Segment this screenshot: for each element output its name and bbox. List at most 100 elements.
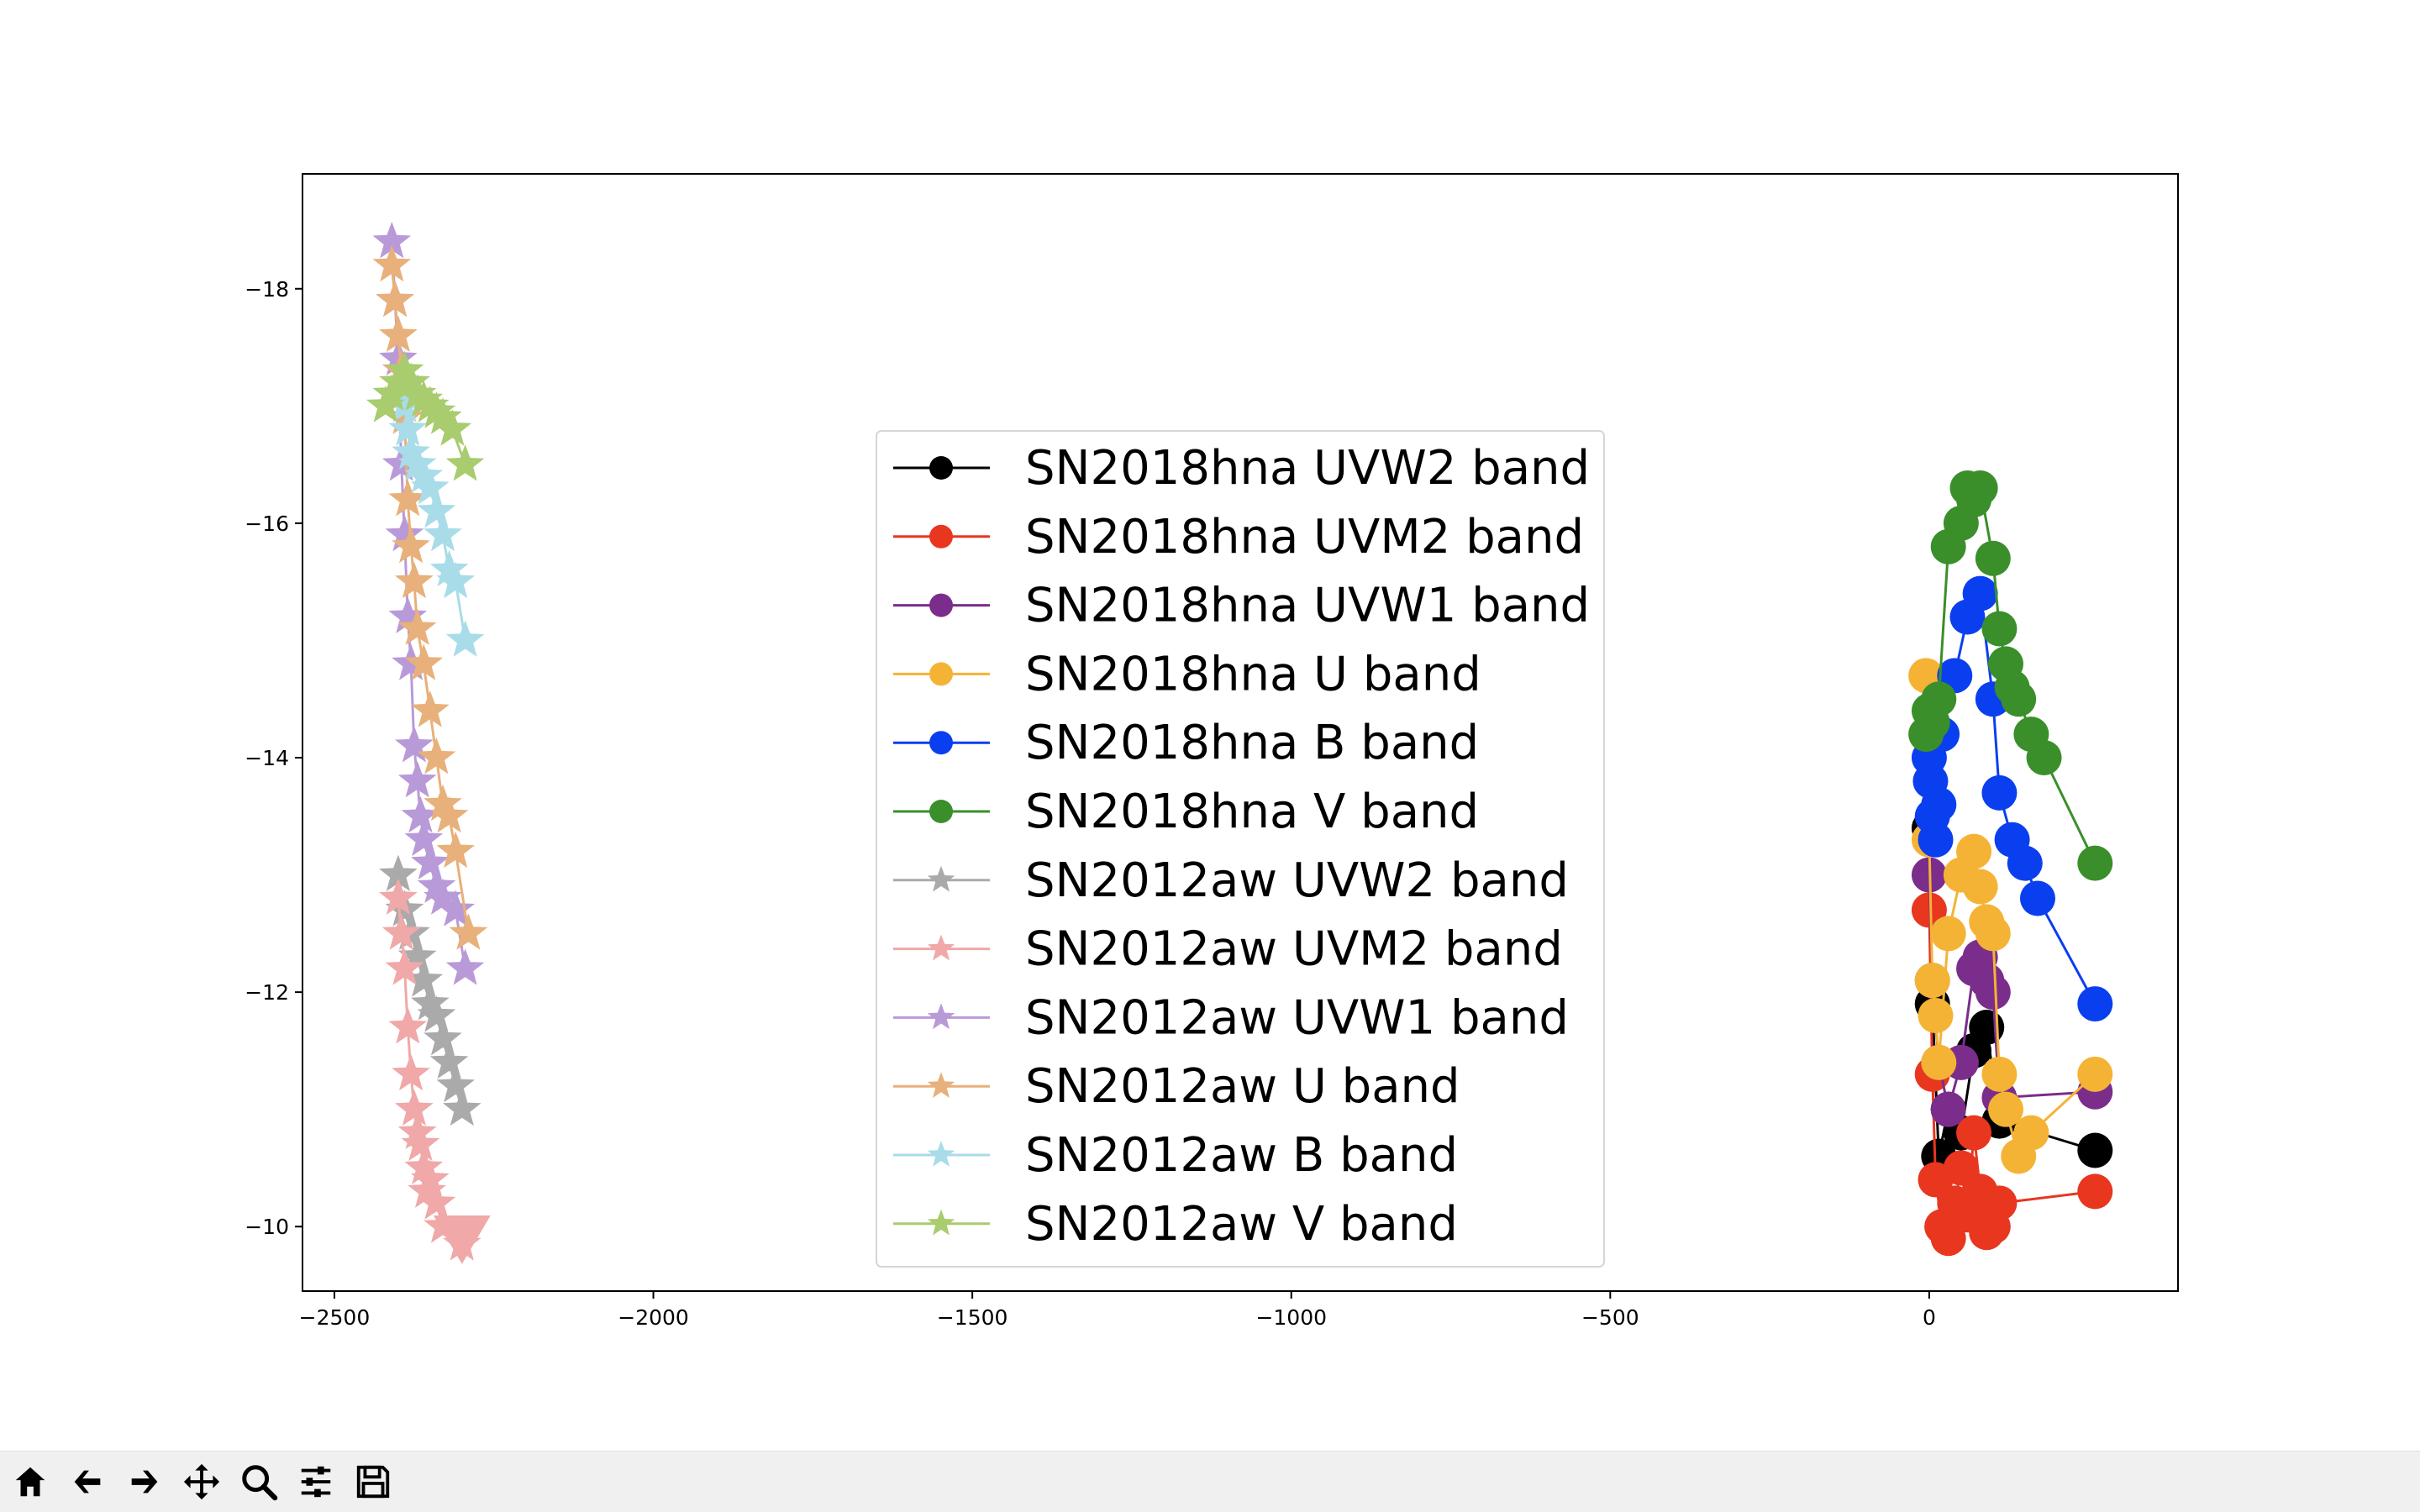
data-point bbox=[1943, 1150, 1979, 1186]
legend: SN2018hna UVW2 band SN2018hna UVM2 band SN… bbox=[876, 430, 1605, 1268]
data-point bbox=[1930, 1091, 1966, 1127]
data-point bbox=[417, 491, 456, 528]
data-point bbox=[417, 995, 456, 1032]
y-tick-label: −18 bbox=[245, 277, 289, 302]
legend-entry: SN2012aw UVM2 band bbox=[893, 922, 1563, 977]
data-point bbox=[2026, 740, 2062, 776]
x-tick-label: −1000 bbox=[1255, 1305, 1327, 1330]
zoom-icon bbox=[242, 1465, 278, 1501]
x-axis: −2500 −2000 −1500 −1000 −500 0 bbox=[299, 1291, 1936, 1330]
legend-marker bbox=[927, 1141, 955, 1167]
legend-entry: SN2012aw B band bbox=[893, 1128, 1458, 1183]
data-point bbox=[2077, 1056, 2113, 1092]
x-tick-label: −1500 bbox=[937, 1305, 1008, 1330]
navigation-toolbar bbox=[0, 1451, 2420, 1512]
data-point bbox=[385, 948, 424, 985]
data-point bbox=[1930, 1221, 1966, 1257]
y-tick-label: −10 bbox=[245, 1215, 289, 1239]
data-point bbox=[404, 643, 444, 680]
data-point bbox=[385, 397, 424, 434]
data-point bbox=[388, 596, 428, 633]
data-point bbox=[1921, 786, 1957, 822]
data-point bbox=[411, 984, 450, 1021]
data-point bbox=[401, 1124, 440, 1161]
back-arrow-icon bbox=[74, 1470, 101, 1494]
data-point bbox=[2013, 1115, 2049, 1151]
legend-label: SN2018hna B band bbox=[1025, 716, 1479, 770]
legend-label: SN2012aw U band bbox=[1025, 1059, 1460, 1114]
data-point bbox=[1975, 974, 2011, 1011]
legend-entry: SN2018hna V band bbox=[893, 785, 1479, 839]
data-point bbox=[2077, 1132, 2113, 1168]
data-point bbox=[1918, 822, 1954, 858]
x-tick-label: −2500 bbox=[299, 1305, 371, 1330]
data-point bbox=[424, 784, 462, 822]
forward-button[interactable] bbox=[118, 1455, 171, 1509]
legend-label: SN2012aw B band bbox=[1025, 1128, 1458, 1183]
zoom-button[interactable] bbox=[232, 1455, 286, 1509]
legend-entry: SN2012aw UVW1 band bbox=[893, 990, 1569, 1045]
data-point bbox=[2001, 681, 2037, 717]
legend-marker bbox=[927, 1072, 955, 1098]
y-tick-label: −14 bbox=[245, 746, 289, 770]
data-point bbox=[395, 1089, 434, 1126]
y-tick-label: −12 bbox=[245, 980, 289, 1005]
data-point bbox=[392, 362, 430, 399]
data-point bbox=[443, 1089, 481, 1126]
configure-subplots-button[interactable] bbox=[289, 1455, 343, 1509]
data-point bbox=[417, 866, 456, 903]
data-point bbox=[388, 1007, 428, 1044]
legend-marker bbox=[927, 865, 955, 892]
data-point bbox=[404, 819, 444, 857]
legend-entry: SN2018hna UVM2 band bbox=[893, 510, 1584, 564]
y-axis: −18 −16 −14 −12 −10 bbox=[245, 277, 302, 1239]
x-tick-label: −2000 bbox=[618, 1305, 689, 1330]
data-point bbox=[429, 795, 469, 833]
legend-label: SN2018hna UVM2 band bbox=[1025, 510, 1584, 564]
series-sn2018hna-b-band bbox=[1911, 575, 2113, 1022]
data-point bbox=[392, 1053, 430, 1091]
legend-marker bbox=[929, 524, 953, 549]
chart: −2500 −2000 −1500 −1000 −500 0 −18−16−14−12−1… bbox=[245, 173, 2179, 1330]
data-point bbox=[1962, 470, 1998, 507]
data-point bbox=[385, 350, 424, 387]
data-point bbox=[417, 738, 456, 774]
series-sn2018hna-u-band bbox=[1908, 658, 2113, 1174]
data-point bbox=[1981, 611, 2018, 647]
data-point bbox=[1921, 1044, 1957, 1080]
legend-marker bbox=[929, 593, 953, 617]
forward-arrow-icon bbox=[131, 1470, 158, 1494]
series-sn2018hna-v-band bbox=[1908, 470, 2113, 881]
legend-label: SN2018hna UVW1 band bbox=[1025, 579, 1590, 633]
data-point bbox=[1975, 540, 2011, 576]
home-button[interactable] bbox=[3, 1455, 57, 1509]
pan-button[interactable] bbox=[175, 1455, 229, 1509]
data-point bbox=[397, 1112, 437, 1149]
save-button[interactable] bbox=[346, 1455, 400, 1509]
data-point bbox=[2007, 845, 2043, 881]
data-point bbox=[1962, 869, 1998, 905]
legend-marker bbox=[927, 934, 955, 961]
series-sn2012aw-uvm2-band bbox=[379, 878, 481, 1261]
data-point bbox=[404, 456, 444, 493]
data-point bbox=[2077, 1173, 2113, 1210]
data-point bbox=[397, 608, 437, 645]
legend-label: SN2018hna U band bbox=[1025, 647, 1481, 701]
data-point bbox=[1988, 1091, 2024, 1127]
data-point bbox=[449, 913, 488, 950]
data-point bbox=[392, 526, 430, 564]
legend-entry: SN2018hna UVW2 band bbox=[893, 441, 1590, 496]
data-point bbox=[424, 1018, 462, 1056]
data-point bbox=[445, 444, 485, 481]
figure-canvas: −2500 −2000 −1500 −1000 −500 0 −18 −16 −14 −12 −1… bbox=[245, 173, 2179, 1330]
data-point bbox=[376, 280, 414, 318]
data-point bbox=[433, 409, 472, 446]
data-point bbox=[397, 444, 437, 481]
data-point bbox=[424, 397, 462, 434]
legend-label: SN2018hna UVW2 band bbox=[1025, 441, 1590, 496]
back-button[interactable] bbox=[60, 1455, 114, 1509]
configure-subplots-icon bbox=[301, 1466, 331, 1498]
x-tick-label: −500 bbox=[1581, 1305, 1639, 1330]
data-point bbox=[1921, 681, 1957, 717]
data-point bbox=[1930, 916, 1966, 952]
